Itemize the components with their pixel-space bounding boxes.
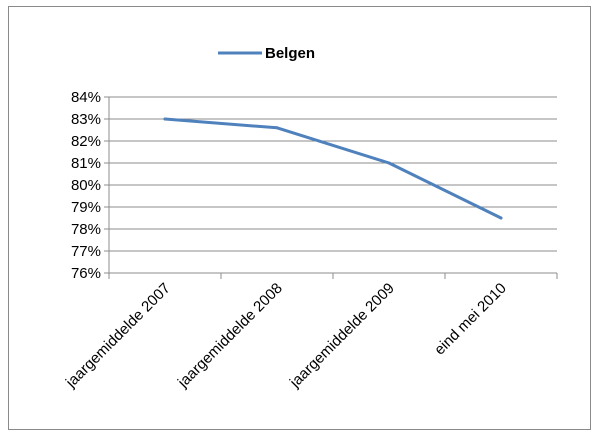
y-tick-label: 76% [71, 265, 101, 282]
legend-label-belgen: Belgen [265, 45, 315, 62]
legend: Belgen [218, 45, 315, 62]
y-tick-label: 81% [71, 155, 101, 172]
y-tick-labels: 76% 77% 78% 79% 80% 81% 82% 83% 84% [71, 89, 101, 282]
x-tick-label: eind mei 2010 [431, 280, 510, 359]
data-point [163, 117, 167, 121]
axes [104, 96, 558, 279]
series-line-belgen [163, 117, 503, 220]
series-layer [163, 117, 503, 220]
gridlines [109, 96, 557, 274]
x-tick-label: jaargemiddelde 2007 [62, 280, 174, 392]
y-tick-label: 79% [71, 199, 101, 216]
y-tick-label: 82% [71, 133, 101, 150]
data-point [275, 126, 279, 130]
y-tick-label: 84% [71, 89, 101, 106]
x-tick-label: jaargemiddelde 2008 [174, 280, 286, 392]
y-tick-label: 77% [71, 243, 101, 260]
x-tick-label: jaargemiddelde 2009 [286, 280, 398, 392]
y-tick-label: 80% [71, 177, 101, 194]
y-tick-label: 83% [71, 111, 101, 128]
data-point [387, 161, 391, 165]
chart-frame [8, 6, 591, 430]
x-tick-labels: jaargemiddelde 2007 jaargemiddelde 2008 ja… [62, 280, 510, 392]
y-tick-label: 78% [71, 221, 101, 238]
data-point [499, 216, 503, 220]
